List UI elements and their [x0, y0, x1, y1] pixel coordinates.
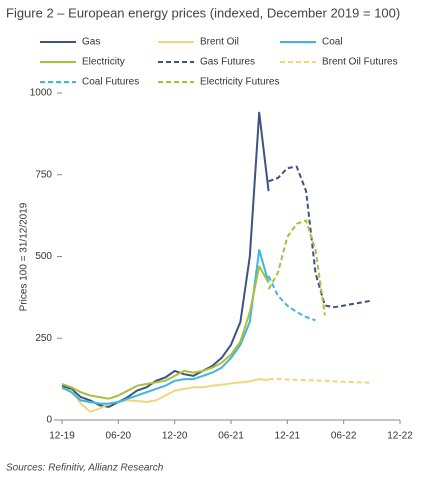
series-line: [61, 249, 270, 405]
legend-label: Brent Oil Futures: [322, 57, 398, 68]
series-line: [61, 111, 270, 408]
series-line: [267, 275, 316, 322]
legend-label: Coal: [322, 37, 343, 48]
legend-label: Gas: [82, 37, 100, 48]
legend-label: Electricity: [82, 57, 125, 68]
series-line: [61, 378, 269, 413]
series-line: [267, 219, 326, 316]
x-tick-label: 12-22: [387, 431, 413, 442]
legend-label: Electricity Futures: [200, 77, 279, 88]
source: Sources: Refinitiv, Allianz Research: [6, 463, 164, 474]
x-tick-label: 12-20: [162, 431, 188, 442]
legend-label: Brent Oil: [200, 37, 239, 48]
x-tick-label: 06-21: [218, 431, 244, 442]
series-line: [61, 265, 270, 400]
y-tick-label: 500: [35, 251, 52, 262]
y-tick-label: 250: [35, 333, 52, 344]
series-line: [268, 165, 372, 309]
y-axis-label: Prices 100 = 31/12/2019: [19, 202, 30, 311]
y-tick-label: 750: [35, 169, 52, 180]
y-tick-label: 1000: [30, 88, 53, 99]
series-line: [268, 378, 372, 384]
y-tick-label: 0: [46, 415, 52, 426]
x-tick-label: 12-21: [275, 431, 301, 442]
legend-label: Gas Futures: [200, 57, 255, 68]
x-tick-label: 06-22: [331, 431, 357, 442]
x-tick-label: 06-20: [106, 431, 132, 442]
chart-title: Figure 2 – European energy prices (index…: [6, 5, 400, 20]
x-tick-label: 12-19: [49, 431, 75, 442]
legend-label: Coal Futures: [82, 77, 139, 88]
